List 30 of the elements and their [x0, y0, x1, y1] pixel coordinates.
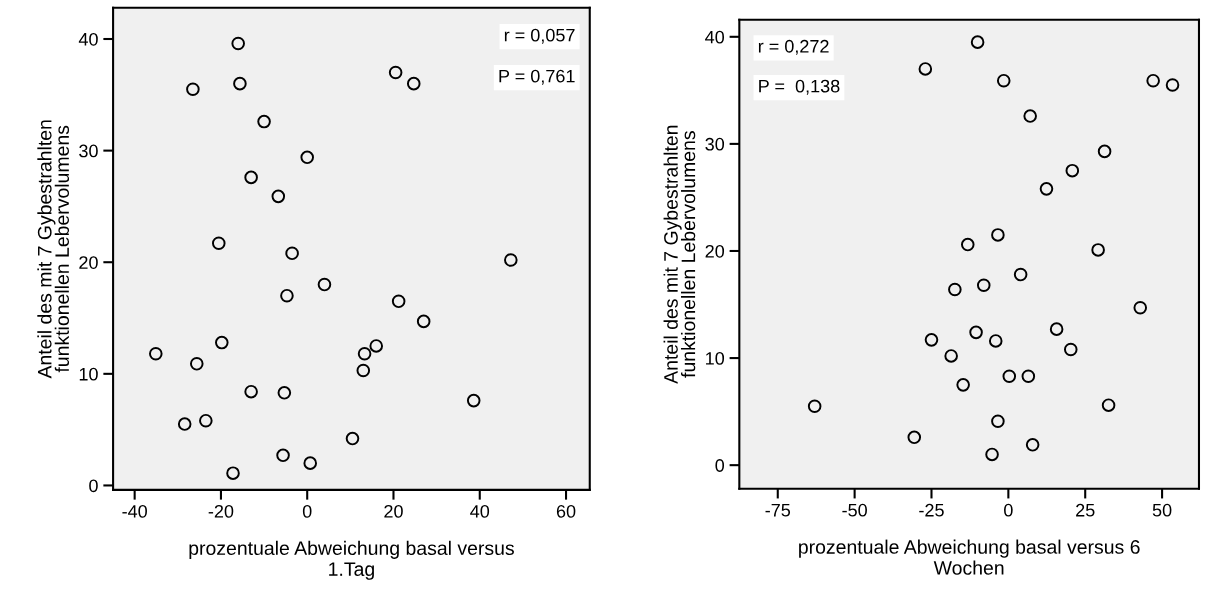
x-tick-label: 0	[302, 504, 312, 518]
annotation: r = 0,057	[504, 28, 575, 44]
y-tick-label: 30	[79, 144, 98, 158]
x-axis-title: prozentuale Abweichung basal versus 6 Wochen	[799, 539, 1140, 575]
x-tick-label: 20	[384, 504, 403, 518]
annotation: r = 0,272	[758, 39, 829, 55]
x-axis-title: prozentuale Abweichung basal versus 1.Tag	[189, 540, 514, 580]
x-tick-label: 50	[1152, 503, 1172, 517]
x-tick-label: -75	[765, 503, 791, 517]
x-tick-label: -40	[122, 504, 147, 518]
y-tick-label: 30	[705, 137, 725, 151]
y-tick-label: 10	[706, 352, 725, 365]
y-tick-label: 0	[89, 479, 98, 493]
x-tick-label: 0	[1004, 503, 1013, 517]
annotation: P = 0,138	[759, 79, 840, 95]
annotation: P = 0,761	[499, 69, 575, 85]
y-tick-label: 40	[705, 30, 725, 44]
y-tick-label: 20	[79, 256, 98, 269]
y-tick-label: 20	[705, 244, 725, 258]
x-tick-label: 60	[556, 504, 576, 518]
x-tick-label: -25	[919, 503, 944, 517]
x-tick-label: -50	[842, 503, 867, 517]
x-tick-label: 25	[1076, 503, 1095, 517]
x-tick-label: -20	[208, 504, 234, 518]
y-axis-title: Anteil des mit 7 Gybestrahlten funktionellen Lebervolumens	[37, 120, 70, 379]
y-tick-label: 10	[79, 367, 98, 381]
y-tick-label: 40	[78, 32, 98, 46]
y-axis-title: Anteil des mit 7 Gybestrahlten funktionellen Lebervolumens	[663, 125, 696, 384]
y-tick-label: 0	[715, 459, 725, 472]
x-tick-label: 40	[470, 504, 490, 518]
